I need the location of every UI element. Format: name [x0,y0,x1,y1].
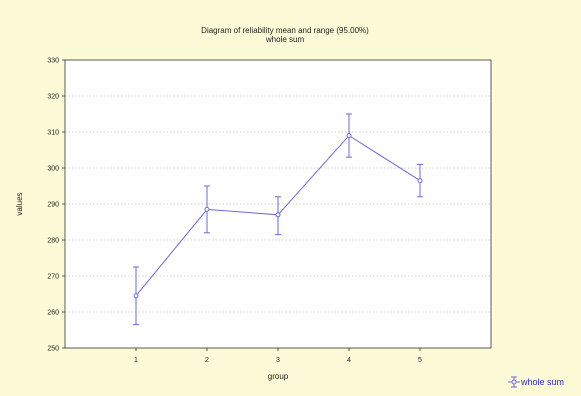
data-point-0 [133,293,139,299]
y-tick-label-5: 300 [47,166,59,173]
data-point-4 [417,178,423,184]
data-point-2 [275,212,281,218]
legend-swatch-point [511,379,517,385]
legend: whole sum [508,376,564,388]
data-point-3 [346,133,352,139]
chart-title: Diagram of reliability mean and range (9… [201,26,369,35]
x-axis-ticks: 1 2 3 4 5 [134,348,422,364]
x-tick-label-3: 4 [347,357,351,364]
x-tick-label-1: 2 [205,357,209,364]
legend-swatch-whole-sum [508,376,520,388]
legend-label-whole-sum: whole sum [520,377,564,387]
y-tick-label-6: 310 [47,130,59,137]
data-point-1 [204,206,210,212]
chart-subtitle: whole sum [265,35,305,44]
x-tick-label-2: 3 [276,357,280,364]
y-axis-ticks: 250 260 270 280 290 300 310 320 330 [47,58,65,353]
x-axis-label: group [268,372,289,381]
y-tick-label-4: 290 [47,202,59,209]
y-tick-label-2: 270 [47,274,59,281]
y-tick-label-0: 250 [47,346,59,353]
y-axis-label: values [15,192,24,215]
y-tick-label-8: 330 [47,58,59,65]
series-whole-sum [133,113,423,326]
y-tick-label-3: 280 [47,238,59,245]
y-tick-label-7: 320 [47,94,59,101]
x-tick-label-4: 5 [418,357,422,364]
y-tick-label-1: 260 [47,310,59,317]
x-tick-label-0: 1 [134,357,138,364]
